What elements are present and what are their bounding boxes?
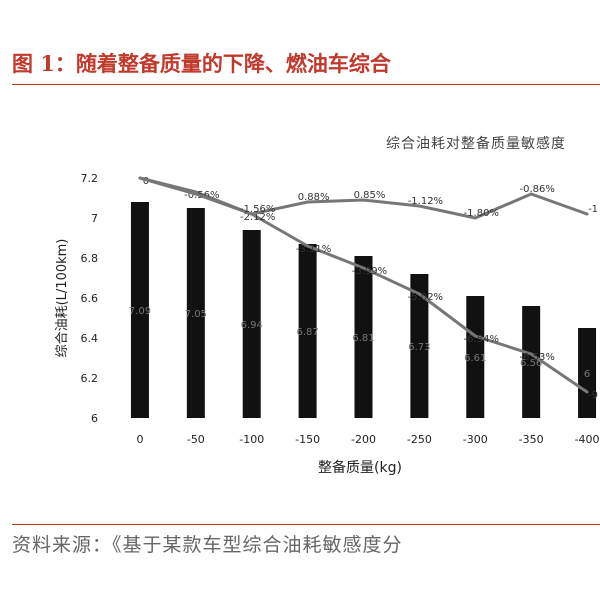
- line-data-label: -2.12%: [240, 212, 275, 223]
- line-data-label: -0.86%: [519, 184, 554, 195]
- x-axis-label: 整备质量(kg): [318, 459, 402, 476]
- line-data-label: -3.99%: [352, 266, 387, 277]
- series-point: [362, 198, 365, 202]
- y-axis-label: 综合油耗(L/100km): [55, 239, 70, 358]
- x-tick-label: -150: [295, 433, 320, 446]
- figure-title: 图 1：随着整备质量的下降、燃油车综合: [12, 51, 391, 76]
- x-tick-label: -200: [351, 433, 376, 446]
- chart-container: 综合油耗对整备质量敏感度 整备质量(kg) 综合油耗(L/100km) 6 6.2…: [0, 120, 600, 480]
- y-tick-label: 7: [91, 212, 98, 225]
- series-point: [585, 212, 589, 216]
- bar-value-label: 6.94: [241, 320, 263, 331]
- line-data-label: -1: [588, 204, 598, 215]
- x-tick-label: -100: [239, 433, 264, 446]
- x-tick-label: -350: [519, 433, 544, 446]
- source-divider: [12, 524, 600, 525]
- bar-value-label: 6.61: [464, 353, 486, 364]
- bar: [242, 230, 261, 418]
- bar: [522, 306, 541, 418]
- bar-value-label: 7.05: [185, 309, 207, 320]
- bar-value-label: 6.56: [520, 358, 542, 369]
- x-tick-label: -300: [463, 433, 488, 446]
- line-data-label: -5.02%: [408, 292, 443, 303]
- x-tick-label: -50: [187, 433, 205, 446]
- bar-value-label: 6.81: [352, 333, 374, 344]
- series-point: [306, 200, 310, 204]
- bar-value-label: 6: [584, 369, 590, 380]
- y-tick-label: 6.8: [81, 252, 99, 265]
- line-data-label: -6.54%: [464, 334, 499, 345]
- line-data-label: -6.53%: [519, 352, 554, 363]
- series-point: [362, 266, 365, 270]
- bar: [466, 296, 485, 418]
- series-point: [194, 192, 198, 196]
- series-point: [138, 176, 142, 180]
- bar: [298, 244, 317, 418]
- bar: [578, 328, 597, 418]
- line-data-label: -1.12%: [408, 196, 443, 207]
- line-data-label: 0.85%: [354, 190, 386, 201]
- series-point: [417, 292, 421, 296]
- line-data-label: -1.56%: [240, 204, 275, 215]
- bar-value-label: 6.87: [296, 327, 318, 338]
- series-point: [473, 334, 477, 338]
- source-note: 资料来源：《基于某款车型综合油耗敏感度分: [12, 534, 403, 556]
- y-tick-label: 6.2: [81, 372, 99, 385]
- bar-value-label: 7.09: [129, 306, 151, 317]
- plot-area: 66.26.46.66.877.20 -50 -100 -150 -200 -250 -30…: [81, 172, 600, 446]
- chart-title: 综合油耗对整备质量敏感度: [386, 135, 566, 152]
- x-tick-label: -400: [575, 433, 600, 446]
- line-data-label: -1.80%: [464, 208, 499, 219]
- series-point: [529, 352, 533, 356]
- bar: [186, 208, 205, 418]
- series-point: [306, 244, 310, 248]
- bar: [354, 256, 373, 418]
- y-tick-label: 6.6: [81, 292, 99, 305]
- y-tick-label: 7.2: [81, 172, 99, 185]
- bar: [130, 202, 149, 418]
- bar: [410, 274, 429, 418]
- series-point: [250, 212, 254, 216]
- series-point: [473, 216, 477, 220]
- y-tick-label: 6.4: [81, 332, 99, 345]
- x-tick-label: -250: [407, 433, 432, 446]
- line-data-label: 0: [143, 176, 149, 187]
- line-data-label: -3.11%: [296, 244, 331, 255]
- series-point: [417, 204, 421, 208]
- chart-svg: 综合油耗对整备质量敏感度 整备质量(kg) 综合油耗(L/100km) 6 6.2…: [55, 135, 600, 476]
- y-tick-label: 6: [91, 412, 98, 425]
- bar-value-label: 6.73: [408, 342, 430, 353]
- series-point: [585, 390, 589, 394]
- x-tick-label: 0: [136, 433, 143, 446]
- line-data-label: 0.88%: [298, 192, 330, 203]
- title-divider: [12, 84, 600, 85]
- line-data-label: -9: [588, 390, 598, 401]
- series-point: [529, 192, 533, 196]
